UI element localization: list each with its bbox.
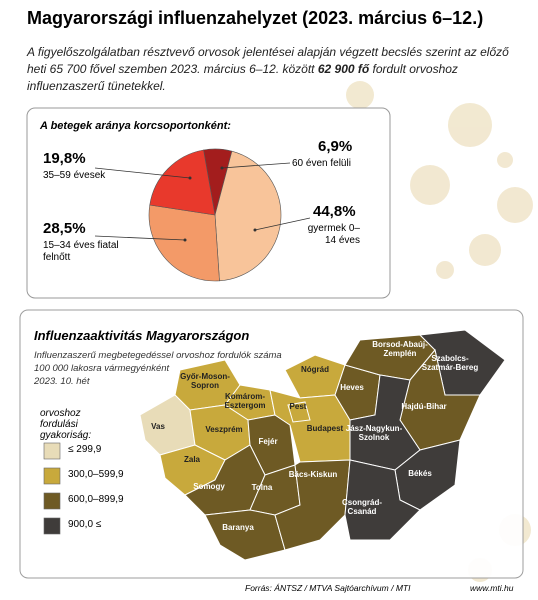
leader-line (94, 167, 191, 179)
legend-label: 600,0–899,9 (68, 494, 124, 505)
intro: A figyelőszolgálatban résztvevő orvosok … (27, 44, 517, 95)
value-label: 28,5% (43, 220, 86, 237)
category-label: 15–34 éves fiatal felnőtt (43, 240, 119, 263)
county-label: Heves (340, 383, 364, 392)
legend-title: orvoshoz fordulási gyakoriság: (40, 408, 92, 441)
county-label: Baranya (222, 523, 254, 532)
intro-bold: 62 900 fő (317, 62, 370, 76)
source: Forrás: ÁNTSZ / MTVA Sajtóarchívum / MTI (245, 583, 411, 593)
leader-dot (188, 176, 192, 180)
county-label: Bács-Kiskun (288, 470, 338, 479)
county-label: Zala (183, 455, 200, 464)
pie-title: A betegek aránya korcsoportonként: (40, 120, 231, 132)
county-label: Szabolcs-Szatmár-Bereg (421, 354, 479, 372)
leader-dot (183, 238, 187, 242)
url: www.mti.hu (470, 583, 514, 593)
county-label: Jász-Nagykun-Szolnok (345, 424, 403, 442)
legend-swatch (43, 492, 61, 510)
subtitle-line: 100 000 lakosra vármegyénként (34, 363, 170, 374)
county-label: Somogy (193, 482, 225, 491)
legend-label: 300,0–599,9 (68, 469, 124, 480)
value-label: 6,9% (318, 138, 353, 155)
map-title: Influenzaaktivitás Magyarországon (34, 328, 250, 343)
subtitle-line: Influenzaszerű megbetegedéssel orvoshoz … (34, 350, 282, 361)
county (287, 401, 311, 423)
county-label: Borsod-Abaúj-Zemplén (372, 340, 428, 358)
legend-swatch (43, 467, 61, 485)
legend-swatch (43, 517, 61, 535)
map-subtitle: Influenzaszerű megbetegedéssel orvoshoz … (34, 349, 282, 388)
county (204, 509, 286, 561)
county-label: Nógrád (301, 365, 329, 374)
intro-text: A figyelőszolgálatban résztvevő orvosok … (27, 45, 509, 76)
county-label: Pest (289, 402, 307, 411)
intro-text: fordult orvoshoz influenzaszerű tünetekk… (27, 62, 458, 93)
county-label: Győr-Moson-Sopron (180, 372, 230, 390)
county (274, 459, 351, 551)
county (344, 459, 421, 541)
category-label: gyermek 0–14 éves (307, 223, 360, 246)
county-label: Csongrád-Csanád (342, 498, 382, 516)
legend-label: ≤ 299,9 (68, 444, 102, 455)
leader-dot (220, 166, 224, 170)
category-label: 60 éven felüli (292, 158, 351, 169)
legend-swatch (43, 442, 61, 460)
county-label: Veszprém (205, 425, 243, 434)
subtitle-line: 2023. 10. hét (34, 376, 90, 387)
legend-label: 900,0 ≤ (68, 519, 102, 530)
county-label: Vas (151, 422, 165, 431)
county-label: Hajdú-Bihar (401, 402, 447, 411)
leader-line (221, 162, 291, 169)
county-label: Tolna (251, 483, 273, 492)
county-label: Fejér (258, 437, 278, 446)
pie-slice (149, 149, 216, 216)
category-label: 35–59 évesek (43, 170, 106, 181)
leader-dot (253, 228, 257, 232)
pie-slice (214, 150, 282, 282)
leader-line (94, 235, 186, 241)
title: Magyarországi influenzahelyzet (2023. má… (27, 8, 484, 28)
value-label: 19,8% (43, 150, 86, 167)
leader-line (254, 217, 311, 231)
county-label: Budapest (306, 424, 344, 433)
value-label: 44,8% (313, 203, 356, 220)
county-label: Komárom-Esztergom (224, 392, 266, 410)
county-label: Békés (408, 469, 432, 478)
pie-slice (148, 204, 220, 282)
